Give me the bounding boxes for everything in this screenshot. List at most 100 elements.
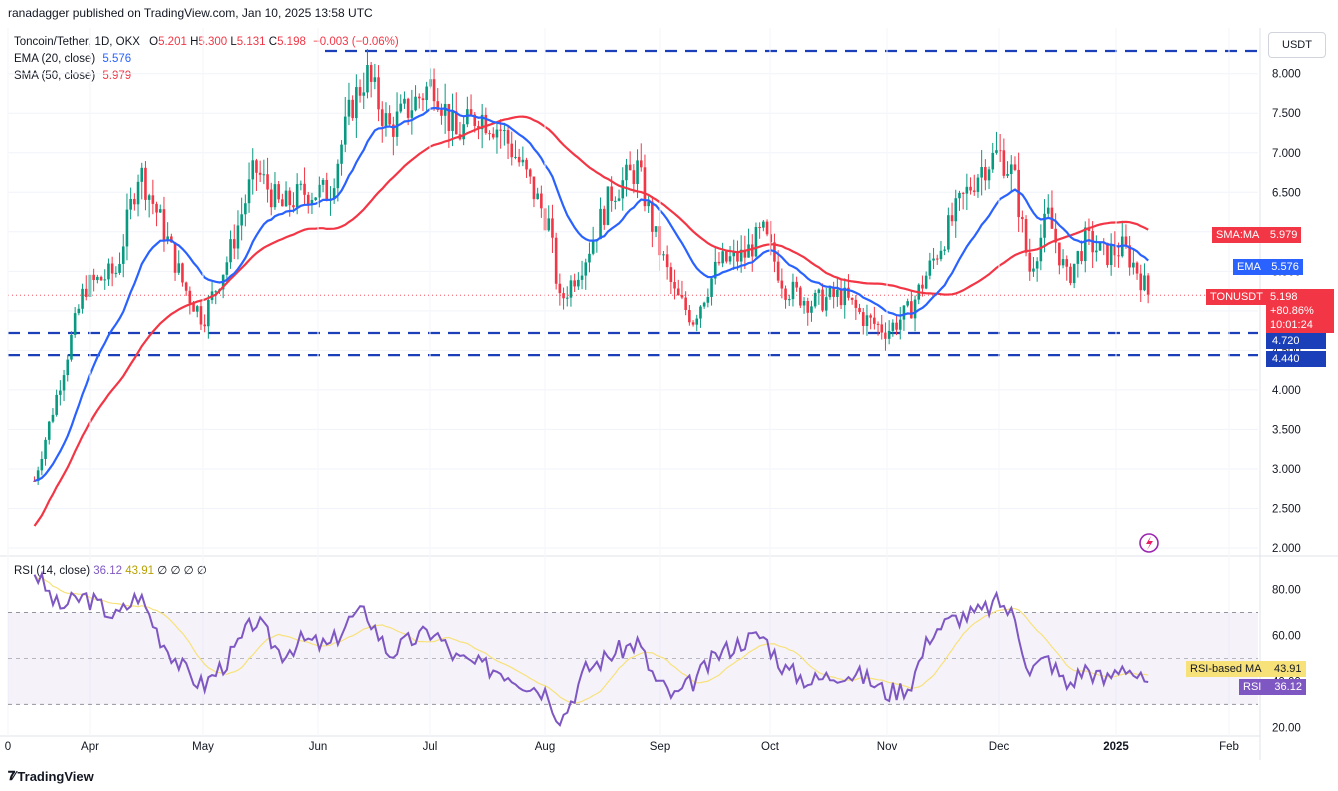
candle-body xyxy=(980,167,983,178)
candle-body xyxy=(425,86,428,101)
candle-body xyxy=(891,322,895,331)
candle-body xyxy=(1113,245,1117,256)
time-tick-label: Jun xyxy=(309,741,328,753)
symbol-label[interactable]: Toncoin/Tether, 1D, OKX xyxy=(14,36,140,48)
candle-body xyxy=(514,156,517,158)
candle-body xyxy=(36,470,40,481)
candle-body xyxy=(414,96,417,111)
candle-body xyxy=(776,261,780,281)
sma-tag-value: 5.979 xyxy=(1269,229,1298,241)
candle-body xyxy=(725,251,728,262)
candle-body xyxy=(588,253,591,263)
candle-body xyxy=(632,170,636,184)
candle-body xyxy=(747,244,750,258)
candle-body xyxy=(884,332,887,339)
rsi-tag-label: RSI xyxy=(1243,681,1262,693)
candle-body xyxy=(443,103,447,116)
last-price-change: +80.86% xyxy=(1270,305,1314,317)
candle-body xyxy=(495,129,499,138)
candle-body xyxy=(991,152,995,170)
candle-body xyxy=(573,280,576,287)
candle-body xyxy=(247,179,251,204)
candle-body xyxy=(81,288,84,309)
time-tick-label: 0 xyxy=(5,741,11,753)
sma-legend-label[interactable]: SMA (50, close) xyxy=(14,70,96,82)
candle-body xyxy=(292,205,295,208)
candle-body xyxy=(66,359,70,376)
candle-body xyxy=(795,281,798,288)
candle-body xyxy=(1054,228,1057,243)
flash-bolt-icon xyxy=(1146,536,1153,550)
candle-body xyxy=(736,251,739,262)
candle-body xyxy=(943,249,946,251)
candle-body xyxy=(750,244,754,257)
rsi-legend: RSI (14, close) 36.12 43.91 ∅ ∅ ∅ ∅ xyxy=(14,563,207,577)
candle-body xyxy=(181,263,184,283)
candle-body xyxy=(562,293,565,299)
candle-body xyxy=(810,306,813,313)
candle-body xyxy=(332,188,336,200)
candle-body xyxy=(1046,207,1050,214)
candle-body xyxy=(318,184,321,198)
candle-body xyxy=(739,249,743,262)
candle-body xyxy=(84,288,88,297)
close-value: 5.198 xyxy=(277,36,306,48)
candle-body xyxy=(836,289,839,297)
rsi-legend-label[interactable]: RSI (14, close) xyxy=(14,565,91,577)
candle-body xyxy=(702,302,706,307)
currency-button[interactable]: USDT xyxy=(1268,32,1326,58)
candle-body xyxy=(373,77,377,82)
candle-body xyxy=(369,65,373,82)
candle-body xyxy=(273,184,277,208)
candle-body xyxy=(688,309,691,323)
close-label: C xyxy=(268,36,278,48)
candle-body xyxy=(902,305,906,320)
news-flash-icon[interactable] xyxy=(1139,533,1159,553)
candle-body xyxy=(447,103,451,131)
candle-body xyxy=(269,189,273,208)
time-tick-label: Feb xyxy=(1219,741,1239,753)
candle-body xyxy=(728,256,732,262)
candle-body xyxy=(306,194,310,206)
candle-body xyxy=(44,439,47,459)
sma-tag-label: SMA:MA xyxy=(1216,229,1259,241)
candle-body xyxy=(262,174,266,176)
candle-body xyxy=(584,262,588,276)
candle-body xyxy=(743,249,747,258)
candle-body xyxy=(958,192,961,199)
candle-body xyxy=(343,116,347,145)
candle-body xyxy=(454,111,458,135)
candle-body xyxy=(355,87,358,119)
tradingview-logo[interactable]: 𝟕⁄ TradingView xyxy=(8,768,94,784)
candle-body xyxy=(869,315,872,318)
rsi-tag-value: 36.12 xyxy=(1274,681,1302,693)
candle-body xyxy=(1021,217,1024,220)
candle-body xyxy=(551,218,554,238)
candle-body xyxy=(244,203,247,215)
candle-body xyxy=(421,98,425,101)
candle-body xyxy=(299,183,303,185)
candle-body xyxy=(732,251,736,257)
candle-body xyxy=(158,209,162,213)
ema-legend-label[interactable]: EMA (20, close) xyxy=(14,53,96,65)
open-label: O xyxy=(149,36,159,48)
candle-body xyxy=(950,215,954,222)
candle-body xyxy=(976,177,980,192)
candle-body xyxy=(121,246,125,264)
candle-body xyxy=(284,190,288,207)
price-tick-label: 3.000 xyxy=(1272,464,1301,476)
candle-body xyxy=(558,283,562,294)
candle-body xyxy=(765,221,769,235)
low-value: 5.131 xyxy=(236,36,266,48)
candle-body xyxy=(754,226,758,257)
candle-body xyxy=(1135,262,1139,274)
candle-body xyxy=(303,183,306,195)
last-price-tag: TONUSDT xyxy=(1206,289,1267,305)
candle-body xyxy=(895,322,898,330)
bar-countdown: 10:01:24 xyxy=(1270,319,1313,331)
candle-body xyxy=(140,167,144,182)
candle-body xyxy=(173,242,177,273)
candle-body xyxy=(676,288,680,296)
candle-body xyxy=(684,297,687,310)
